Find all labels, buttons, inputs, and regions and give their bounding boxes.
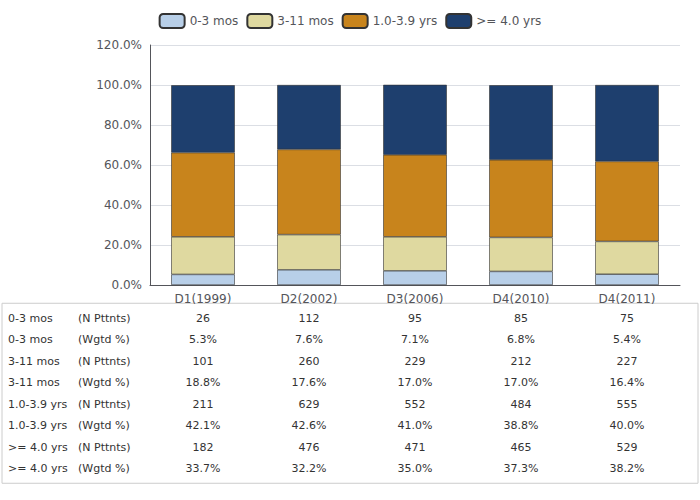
svg-text:26: 26: [196, 312, 210, 325]
svg-text:17.0%: 17.0%: [398, 376, 433, 389]
svg-text:42.1%: 42.1%: [186, 419, 221, 432]
svg-text:555: 555: [617, 398, 638, 411]
svg-text:>= 4.0 yrs: >= 4.0 yrs: [8, 441, 68, 454]
svg-text:16.4%: 16.4%: [610, 376, 645, 389]
svg-text:>= 4.0 yrs: >= 4.0 yrs: [8, 462, 68, 475]
svg-text:17.0%: 17.0%: [504, 376, 539, 389]
svg-text:6.8%: 6.8%: [507, 333, 535, 346]
svg-text:0.0%: 0.0%: [112, 278, 143, 292]
svg-text:75: 75: [620, 312, 634, 325]
svg-text:7.1%: 7.1%: [401, 333, 429, 346]
svg-text:(N Pttnts): (N Pttnts): [78, 398, 131, 411]
svg-text:211: 211: [193, 398, 214, 411]
svg-text:101: 101: [193, 355, 214, 368]
svg-text:1.0-3.9 yrs: 1.0-3.9 yrs: [373, 14, 438, 28]
svg-text:85: 85: [514, 312, 528, 325]
svg-text:3-11 mos: 3-11 mos: [8, 376, 60, 389]
svg-text:0-3 mos: 0-3 mos: [8, 333, 53, 346]
svg-text:(Wgtd %): (Wgtd %): [78, 333, 130, 346]
svg-text:471: 471: [405, 441, 426, 454]
svg-text:37.3%: 37.3%: [504, 462, 539, 475]
svg-text:260: 260: [299, 355, 320, 368]
svg-text:(Wgtd %): (Wgtd %): [78, 462, 130, 475]
svg-text:227: 227: [617, 355, 638, 368]
svg-text:465: 465: [511, 441, 532, 454]
svg-text:229: 229: [405, 355, 426, 368]
svg-text:D4(2010): D4(2010): [493, 292, 550, 306]
svg-text:529: 529: [617, 441, 638, 454]
svg-text:(Wgtd %): (Wgtd %): [78, 419, 130, 432]
svg-text:120.0%: 120.0%: [96, 38, 142, 52]
svg-text:>= 4.0 yrs: >= 4.0 yrs: [476, 14, 541, 28]
svg-text:D2(2002): D2(2002): [281, 292, 338, 306]
svg-text:112: 112: [299, 312, 320, 325]
svg-text:18.8%: 18.8%: [186, 376, 221, 389]
svg-text:182: 182: [193, 441, 214, 454]
svg-text:(Wgtd %): (Wgtd %): [78, 376, 130, 389]
svg-text:5.4%: 5.4%: [613, 333, 641, 346]
svg-text:38.2%: 38.2%: [610, 462, 645, 475]
svg-text:D4(2011): D4(2011): [599, 292, 656, 306]
svg-text:7.6%: 7.6%: [295, 333, 323, 346]
svg-text:D1(1999): D1(1999): [175, 292, 232, 306]
svg-text:32.2%: 32.2%: [292, 462, 327, 475]
svg-text:41.0%: 41.0%: [398, 419, 433, 432]
svg-text:38.8%: 38.8%: [504, 419, 539, 432]
svg-text:0-3 mos: 0-3 mos: [190, 14, 239, 28]
svg-text:95: 95: [408, 312, 422, 325]
svg-text:(N Pttnts): (N Pttnts): [78, 441, 131, 454]
svg-text:17.6%: 17.6%: [292, 376, 327, 389]
svg-text:0-3 mos: 0-3 mos: [8, 312, 53, 325]
svg-text:100.0%: 100.0%: [96, 78, 142, 92]
svg-text:D3(2006): D3(2006): [387, 292, 444, 306]
svg-text:33.7%: 33.7%: [186, 462, 221, 475]
svg-text:3-11 mos: 3-11 mos: [8, 355, 60, 368]
svg-text:212: 212: [511, 355, 532, 368]
svg-text:1.0-3.9 yrs: 1.0-3.9 yrs: [8, 398, 67, 411]
svg-text:40.0%: 40.0%: [610, 419, 645, 432]
svg-text:(N Pttnts): (N Pttnts): [78, 355, 131, 368]
svg-text:3-11 mos: 3-11 mos: [277, 14, 333, 28]
svg-text:35.0%: 35.0%: [398, 462, 433, 475]
svg-text:629: 629: [299, 398, 320, 411]
svg-text:42.6%: 42.6%: [292, 419, 327, 432]
svg-text:20.0%: 20.0%: [104, 238, 142, 252]
svg-text:60.0%: 60.0%: [104, 158, 142, 172]
svg-text:1.0-3.9 yrs: 1.0-3.9 yrs: [8, 419, 67, 432]
svg-text:476: 476: [299, 441, 320, 454]
svg-text:40.0%: 40.0%: [104, 198, 142, 212]
svg-text:552: 552: [405, 398, 426, 411]
svg-text:(N Pttnts): (N Pttnts): [78, 312, 131, 325]
svg-text:80.0%: 80.0%: [104, 118, 142, 132]
svg-text:5.3%: 5.3%: [189, 333, 217, 346]
svg-text:484: 484: [511, 398, 532, 411]
